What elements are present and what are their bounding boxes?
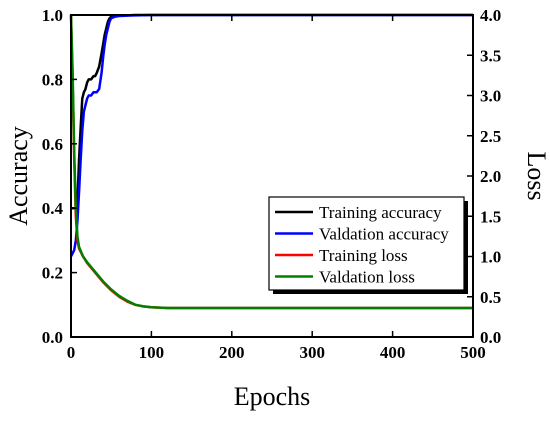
x-tick-label: 0	[67, 343, 76, 362]
y-left-tick-label: 0.2	[42, 264, 63, 283]
series-line-4	[69, 14, 473, 310]
legend-label: Training accuracy	[319, 203, 442, 222]
y-left-tick-label: 1.0	[42, 6, 63, 25]
y-left-tick-label: 0.8	[42, 70, 63, 89]
x-tick-label: 500	[460, 343, 486, 362]
legend-label: Training loss	[319, 246, 408, 265]
y-right-tick-label: 1.5	[480, 207, 501, 226]
y-axis-left-title: Accuracy	[4, 126, 33, 226]
y-right-tick-label: 3.0	[480, 87, 501, 106]
y-left-tick-label: 0.6	[42, 135, 63, 154]
series-line-1	[71, 13, 473, 210]
y-right-tick-label: 3.5	[480, 46, 501, 65]
y-axis-right-title: Loss	[522, 151, 550, 200]
y-right-tick-label: 2.5	[480, 127, 501, 146]
x-tick-label: 100	[139, 343, 165, 362]
legend-label: Valdation loss	[319, 268, 415, 287]
x-tick-label: 200	[219, 343, 245, 362]
x-tick-label: 300	[299, 343, 325, 362]
x-axis-title: Epochs	[234, 382, 311, 411]
y-right-tick-label: 0.0	[480, 328, 501, 347]
y-right-tick-label: 1.0	[480, 248, 501, 267]
y-right-tick-label: 2.0	[480, 167, 501, 186]
legend: Training accuracy Valdation accuracy Train…	[268, 196, 468, 294]
y-left-tick-label: 0.4	[42, 199, 64, 218]
x-tick-label: 400	[380, 343, 406, 362]
y-left-tick-label: 0.0	[42, 328, 63, 347]
y-right-tick-label: 4.0	[480, 6, 501, 25]
y-right-tick-label: 0.5	[480, 288, 501, 307]
legend-label: Valdation accuracy	[319, 225, 449, 244]
ticks-layer: 0 100 200 300 400 5000.00.20.40.60.81.00.00.5…	[42, 6, 502, 362]
